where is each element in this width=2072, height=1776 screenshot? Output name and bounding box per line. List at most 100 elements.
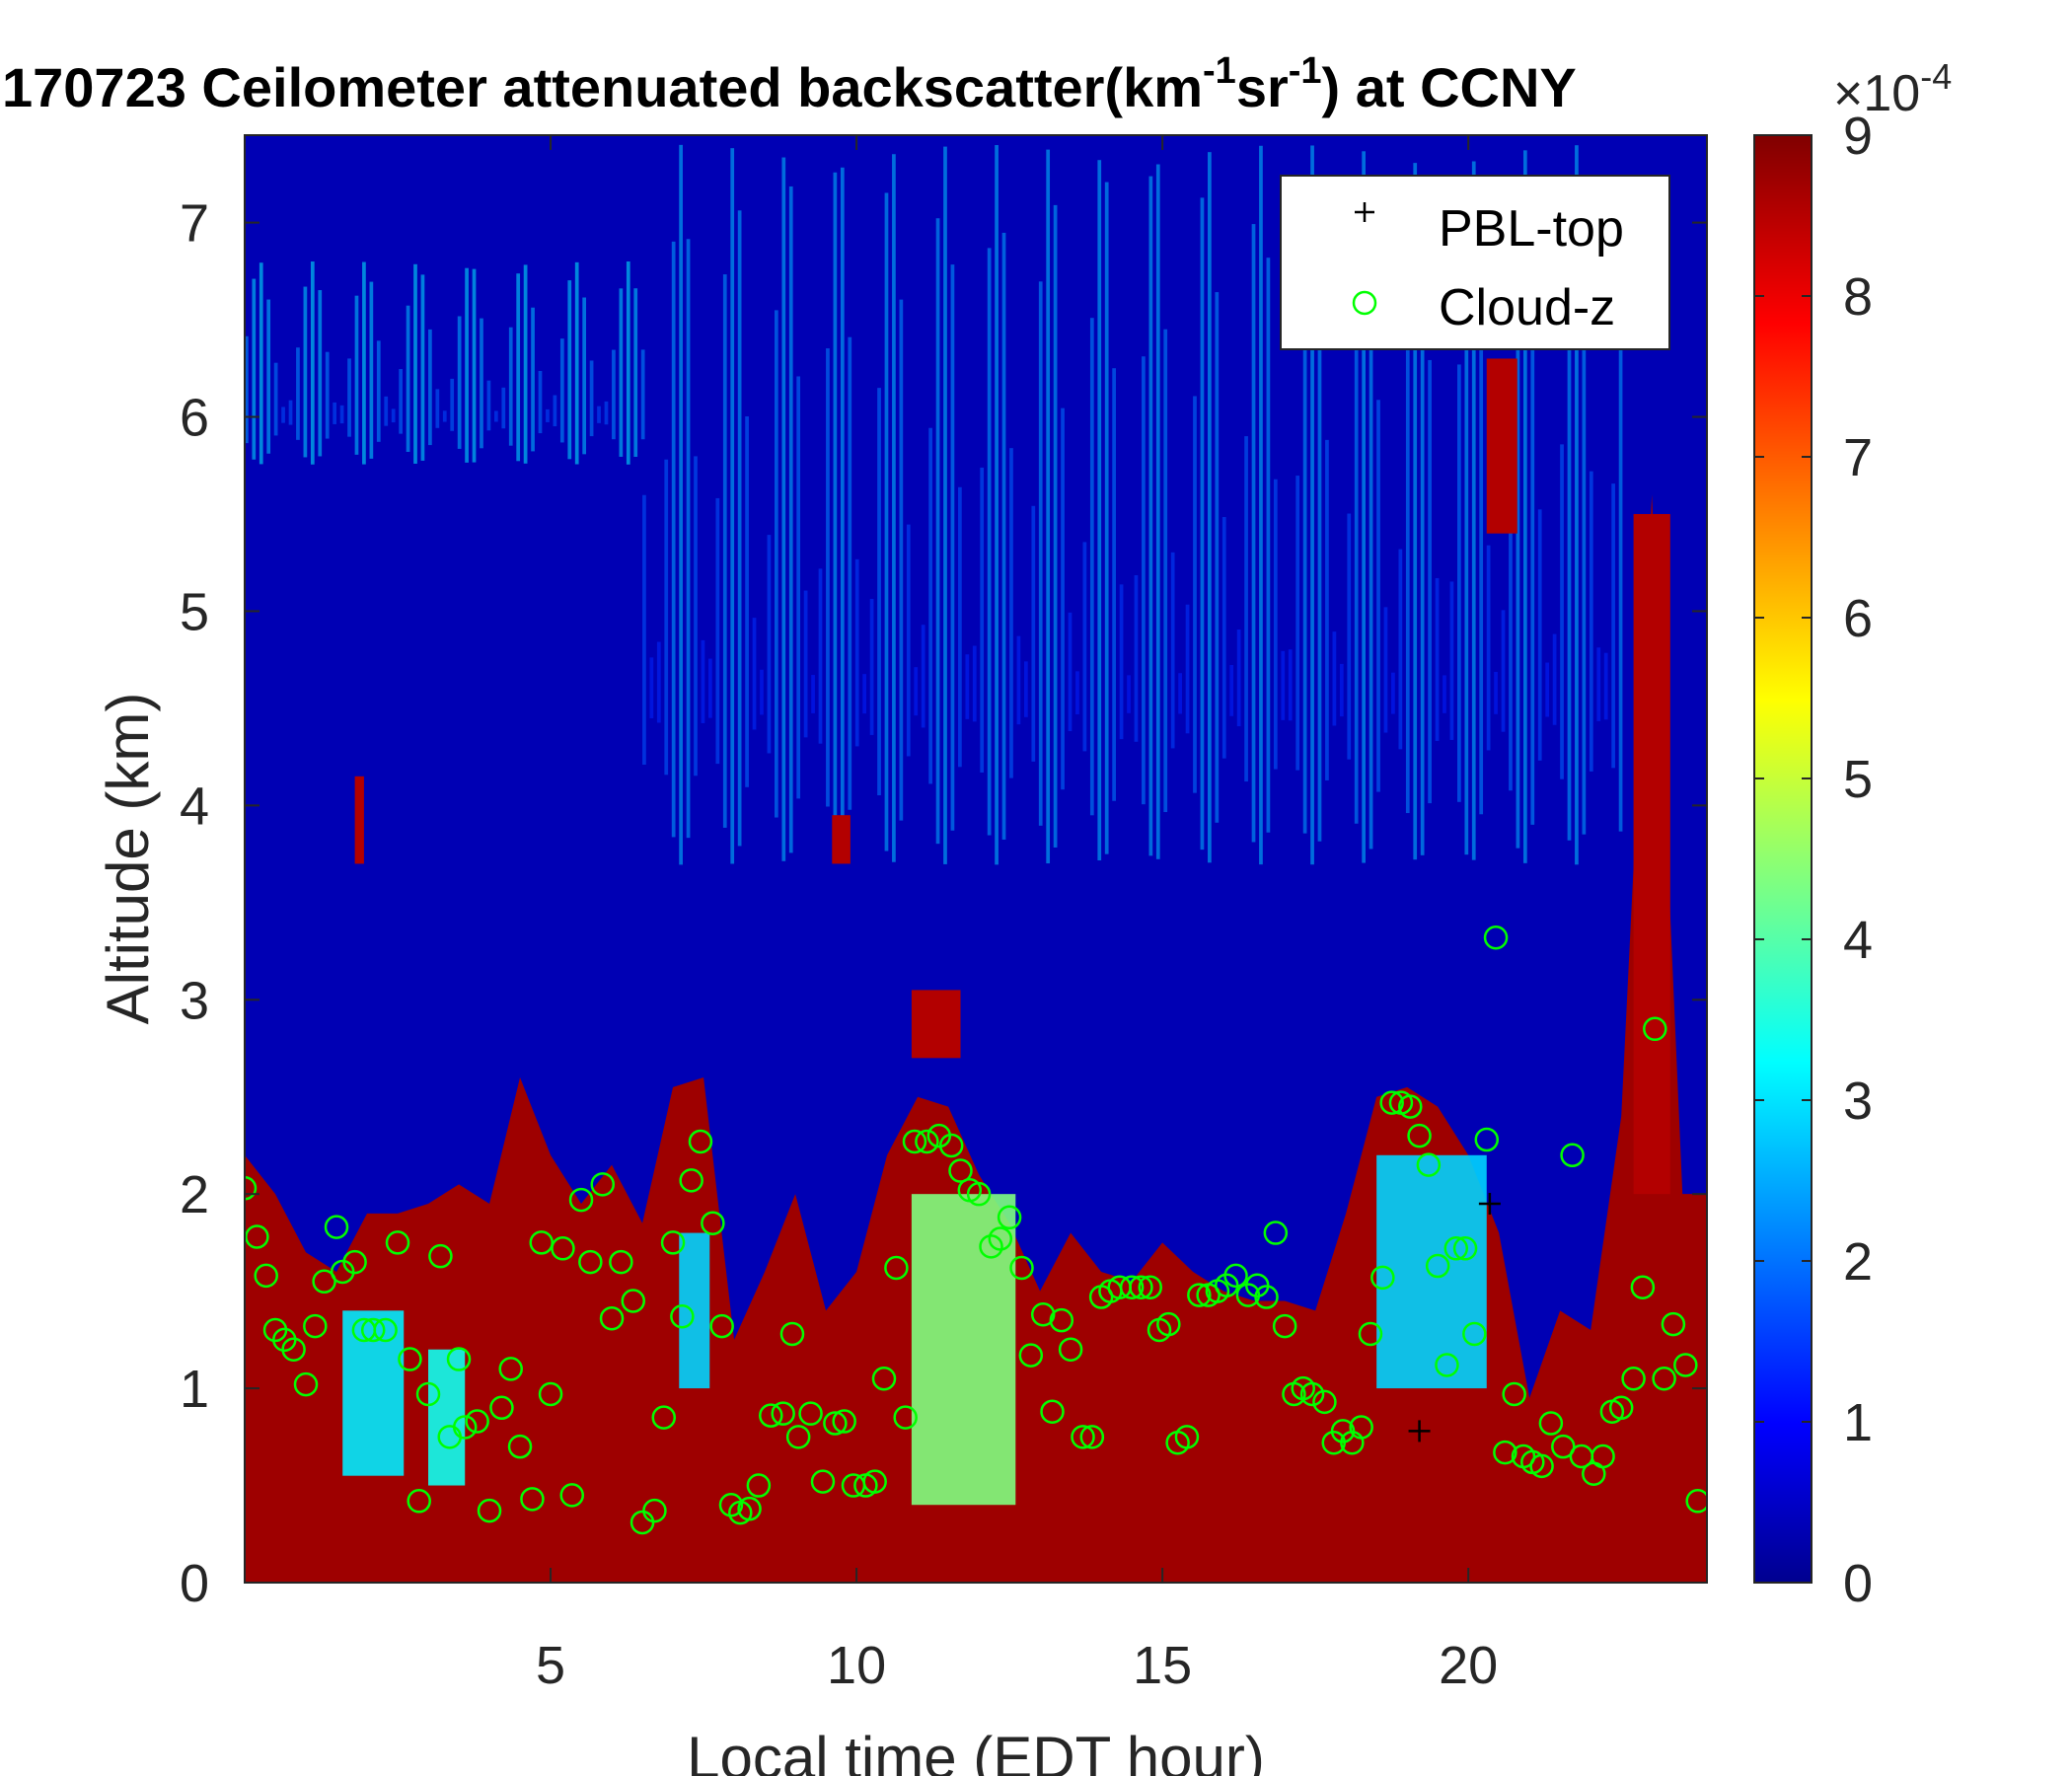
heatmap-streak <box>1038 281 1043 826</box>
heatmap-streak <box>788 185 793 853</box>
cloud-z-point <box>651 1405 677 1430</box>
colorbar-tick-label: 9 <box>1843 107 1873 166</box>
heatmap-streak <box>281 407 285 423</box>
heatmap-streak <box>1354 288 1359 824</box>
x-tick-label: 5 <box>536 1636 565 1695</box>
cloud-z-point <box>893 1405 918 1430</box>
legend-box <box>1280 175 1670 350</box>
cloud-z-point <box>1462 1321 1487 1347</box>
cloud-z-point <box>1416 1152 1442 1177</box>
heatmap-streak <box>1134 574 1139 742</box>
heatmap-streak <box>1376 400 1380 792</box>
heatmap-streak <box>796 376 801 799</box>
cloud-z-point <box>871 1366 897 1391</box>
heatmap-streak <box>252 278 257 460</box>
heatmap-streak <box>516 273 521 462</box>
heatmap-streak <box>995 145 999 865</box>
cloud-z-point <box>1621 1366 1646 1391</box>
y-tick-label: 5 <box>180 582 209 641</box>
cloud-z-point <box>642 1498 667 1523</box>
cloud-z-point <box>489 1395 514 1421</box>
heatmap-streak <box>523 264 528 464</box>
chart-title-main: 170723 Ceilometer attenuated backscatter… <box>2 56 1203 118</box>
cloud-z-point <box>1058 1337 1083 1362</box>
cloud-z-point <box>1685 1489 1707 1514</box>
y-tick-label: 1 <box>180 1360 209 1419</box>
colorbar: 0 1 2 3 4 5 6 7 8 9 ×10-4 <box>1753 56 1952 1613</box>
y-tick-label: 3 <box>180 971 209 1030</box>
cloud-z-point <box>1398 1094 1423 1119</box>
heatmap-streak <box>1089 318 1094 816</box>
y-tick-label: 4 <box>180 777 209 836</box>
heatmap-streak <box>1537 509 1542 761</box>
heatmap-streak <box>854 558 859 747</box>
cloud-z-point <box>1529 1453 1554 1479</box>
heatmap-streak <box>538 370 543 434</box>
heatmap-streak <box>1244 436 1248 782</box>
heatmap-streak <box>259 262 263 465</box>
cloud-z-point <box>293 1371 319 1397</box>
aerosol-patch <box>1376 1154 1487 1389</box>
cloud-z-point <box>303 1313 328 1339</box>
heatmap-streak <box>1259 145 1263 865</box>
heatmap-streak <box>420 274 425 461</box>
heatmap-streak <box>737 210 742 847</box>
heatmap-streak <box>1031 505 1036 762</box>
cloud-z-point <box>1138 1275 1162 1299</box>
heatmap-streak <box>604 401 609 425</box>
chart-title-end: ) at CCNY <box>1322 56 1577 118</box>
heatmap-streak <box>730 148 735 864</box>
heatmap-streak <box>767 535 772 754</box>
cloud-z-point <box>1187 1283 1212 1307</box>
heatmap-streak <box>958 486 962 768</box>
cloud-z-point <box>746 1473 772 1498</box>
heatmap-streak <box>325 351 330 439</box>
x-tick-label: 20 <box>1439 1636 1498 1695</box>
heatmap-streak <box>465 267 469 463</box>
heatmap-streak <box>826 348 830 807</box>
cloud-z-point <box>902 1129 927 1154</box>
cloud-z-point <box>862 1469 887 1494</box>
pbl-top-point <box>1478 1193 1501 1216</box>
cloud-z-point <box>1358 1321 1383 1347</box>
heatmap-streak <box>869 598 874 735</box>
cloud-z-point <box>779 1321 805 1347</box>
cloud-z-point <box>1030 1302 1056 1327</box>
legend-plus-marker <box>1355 202 1374 222</box>
heatmap-streak <box>1208 152 1212 863</box>
heatmap-streak <box>862 674 867 714</box>
cloud-z-point <box>324 1215 349 1239</box>
heatmap-streak <box>1332 631 1337 726</box>
colorbar-tick-label: 3 <box>1843 1072 1873 1131</box>
pbl-top-markers <box>1408 1193 1501 1443</box>
colorbar-tick-label: 2 <box>1843 1232 1873 1292</box>
heatmap-streak <box>1522 150 1527 863</box>
heatmap-streak <box>245 335 249 444</box>
heatmap-streak <box>1391 672 1395 714</box>
cloud-z-point <box>1312 1389 1337 1415</box>
cloud-z-point <box>1174 1425 1200 1449</box>
heatmap-streak <box>1112 368 1116 801</box>
heatmap-streak <box>384 396 389 426</box>
heatmap-streak <box>493 410 498 422</box>
cloud-z-point <box>938 1133 964 1158</box>
cloud-z-point <box>1630 1275 1656 1299</box>
cloud-z-point <box>452 1415 478 1440</box>
colorbar-tick-label: 0 <box>1843 1554 1873 1613</box>
heatmap-streak <box>1016 635 1021 725</box>
cloud-z-point <box>1079 1425 1105 1449</box>
heatmap-streak <box>701 639 705 723</box>
heatmap-streak <box>531 307 535 452</box>
heatmap-streak <box>980 467 985 773</box>
dense-column <box>354 776 364 864</box>
cloud-z-point <box>785 1425 811 1449</box>
heatmap-streak <box>708 658 712 718</box>
heatmap-streak <box>1068 612 1073 731</box>
heatmap-streak <box>686 239 691 839</box>
cloud-z-point <box>1452 1236 1478 1261</box>
heatmap-streak <box>1611 483 1615 769</box>
legend-entry-cloud-z: Cloud-z <box>1352 279 1615 336</box>
colorbar-tick-label: 1 <box>1843 1393 1873 1452</box>
cloud-z-point <box>966 1181 992 1207</box>
cloud-z-point <box>670 1303 695 1329</box>
